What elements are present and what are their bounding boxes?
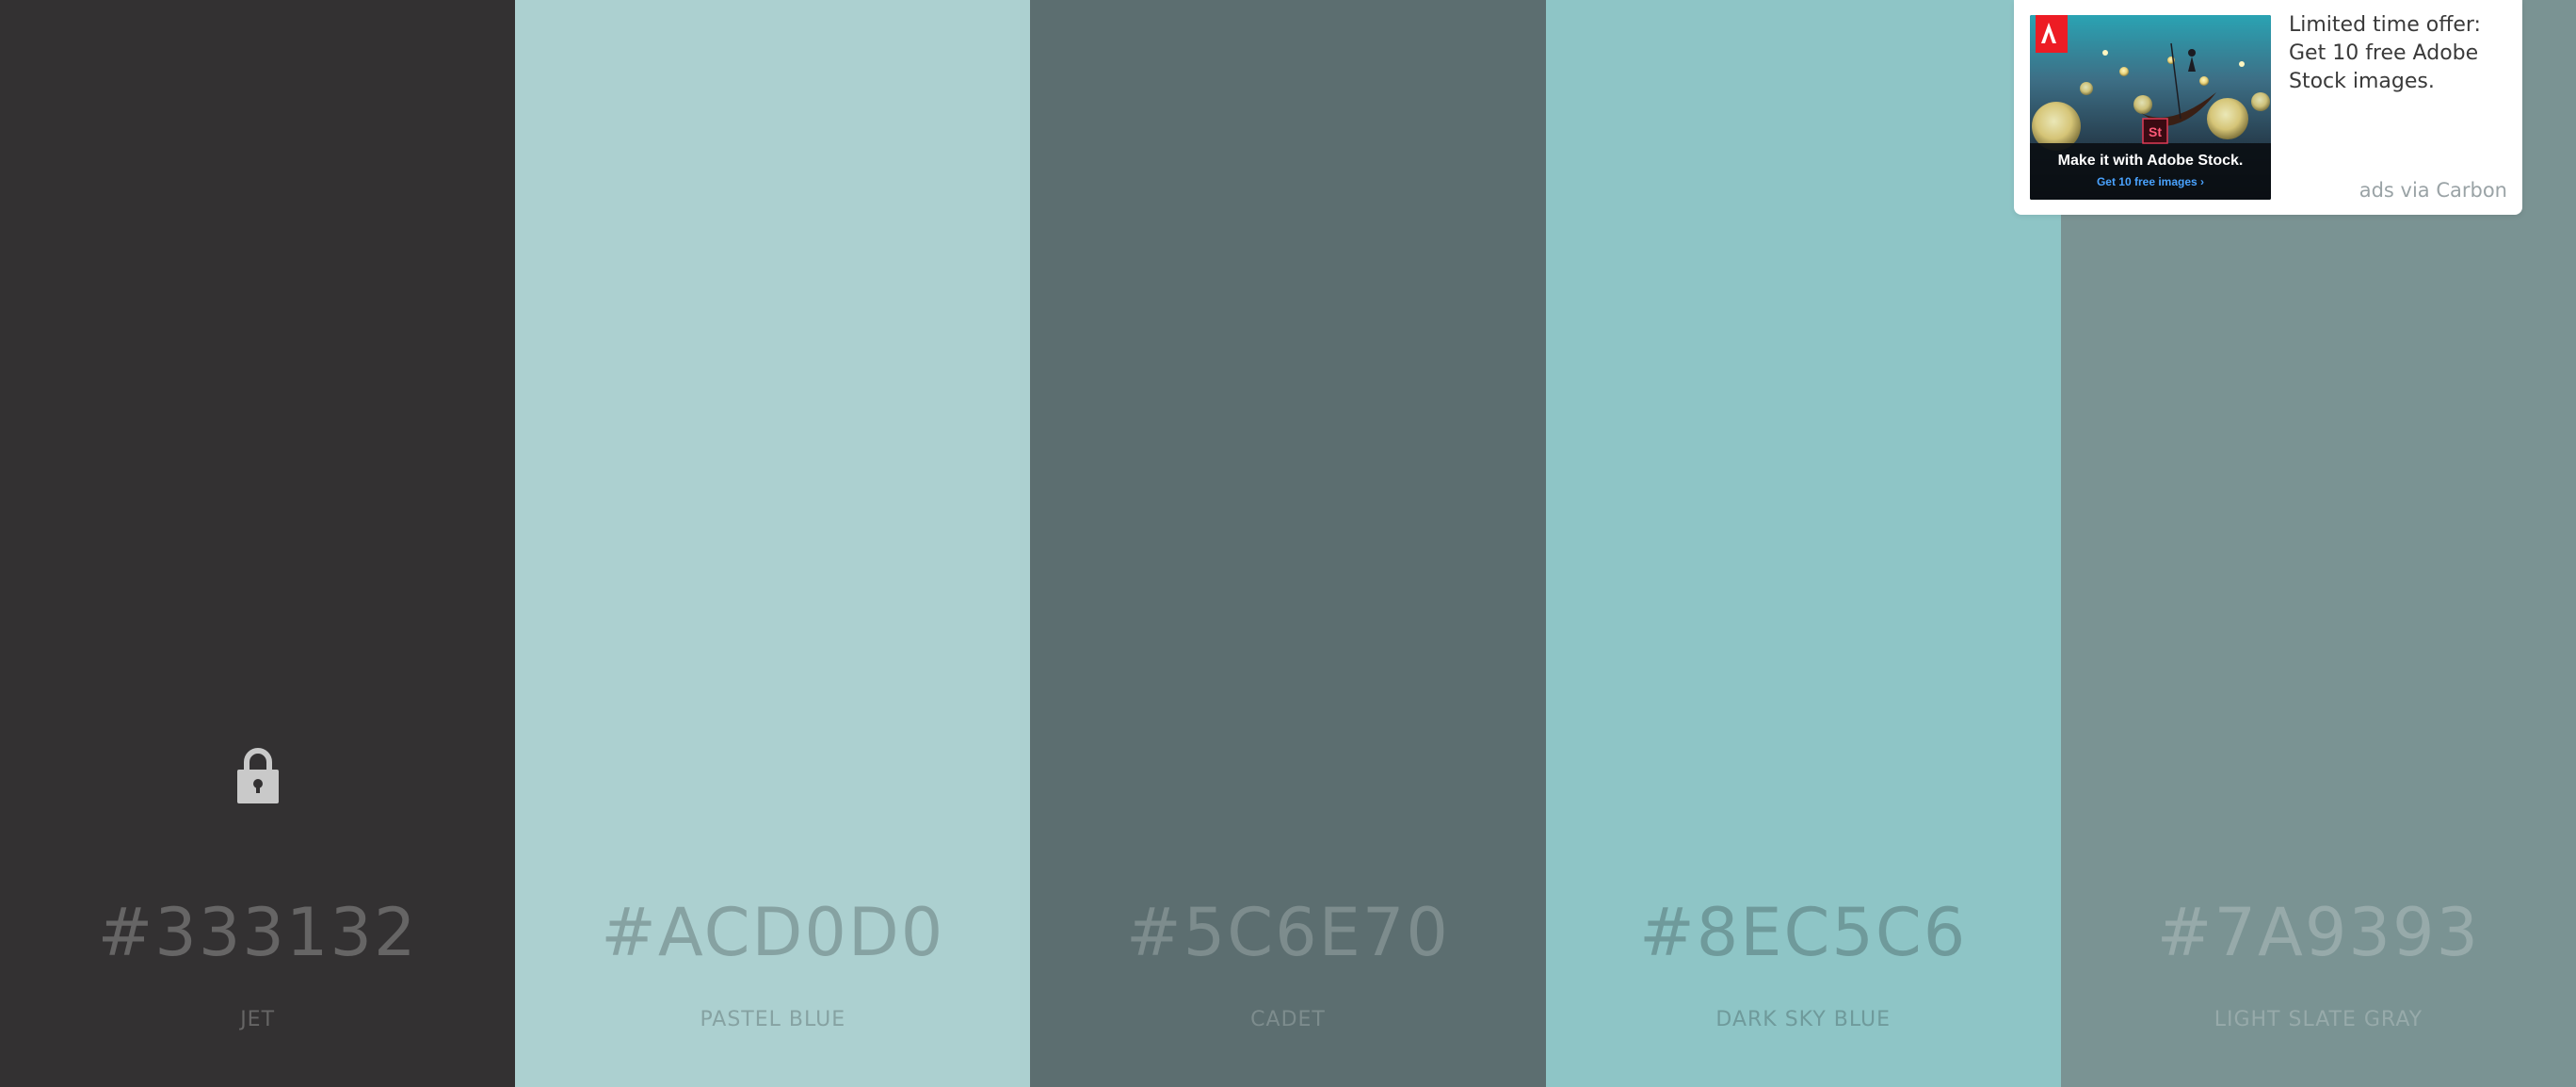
carbon-ad[interactable]: St Make it with Adobe Stock. Get 10 free… [2014, 0, 2522, 215]
hex-code[interactable]: #8EC5C6 [1639, 894, 1968, 971]
ad-image[interactable]: St Make it with Adobe Stock. Get 10 free… [2030, 15, 2271, 200]
ads-via-carbon-link[interactable]: ads via Carbon [2359, 179, 2507, 202]
stock-badge-icon: St [2142, 118, 2168, 144]
hex-code[interactable]: #5C6E70 [1126, 894, 1450, 971]
ad-text[interactable]: Limited time offer: Get 10 free Adobe St… [2289, 13, 2481, 93]
color-name: JET [240, 1008, 276, 1031]
ad-image-cta[interactable]: Get 10 free images › [2096, 175, 2205, 188]
swatch-jet[interactable]: #333132 JET [0, 0, 516, 1087]
adobe-logo-icon [2036, 15, 2068, 53]
swatch-dark-sky-blue[interactable]: #8EC5C6 DARK SKY BLUE [1545, 0, 2061, 1087]
color-name: DARK SKY BLUE [1715, 1008, 1892, 1031]
lock-icon[interactable] [235, 746, 281, 804]
swatch-cadet[interactable]: #5C6E70 CADET [1030, 0, 1546, 1087]
color-name: CADET [1250, 1008, 1326, 1031]
color-name: PASTEL BLUE [700, 1008, 846, 1031]
ad-image-headline: Make it with Adobe Stock. [2057, 153, 2244, 169]
hex-code[interactable]: #ACD0D0 [601, 894, 945, 971]
color-name: LIGHT SLATE GRAY [2214, 1008, 2423, 1031]
swatch-pastel-blue[interactable]: #ACD0D0 PASTEL BLUE [515, 0, 1031, 1087]
hex-code[interactable]: #7A9393 [2156, 894, 2481, 971]
svg-text:St: St [2149, 124, 2162, 139]
hex-code[interactable]: #333132 [97, 894, 418, 971]
